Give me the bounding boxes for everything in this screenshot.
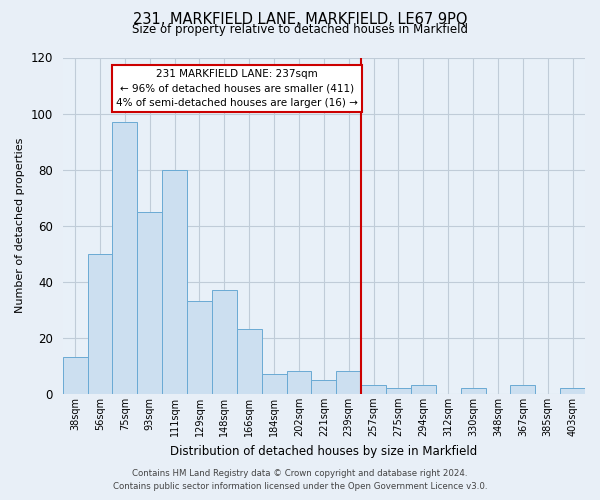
Bar xyxy=(262,374,287,394)
Bar xyxy=(187,302,212,394)
Bar xyxy=(411,386,436,394)
Bar xyxy=(112,122,137,394)
Bar xyxy=(336,372,361,394)
Text: 231, MARKFIELD LANE, MARKFIELD, LE67 9PQ: 231, MARKFIELD LANE, MARKFIELD, LE67 9PQ xyxy=(133,12,467,28)
Bar xyxy=(237,330,262,394)
Text: Size of property relative to detached houses in Markfield: Size of property relative to detached ho… xyxy=(132,22,468,36)
Bar xyxy=(212,290,237,394)
Bar xyxy=(88,254,112,394)
Bar xyxy=(361,386,386,394)
Bar xyxy=(287,372,311,394)
Bar xyxy=(386,388,411,394)
Bar xyxy=(511,386,535,394)
X-axis label: Distribution of detached houses by size in Markfield: Distribution of detached houses by size … xyxy=(170,444,478,458)
Y-axis label: Number of detached properties: Number of detached properties xyxy=(15,138,25,314)
Bar xyxy=(311,380,336,394)
Bar xyxy=(137,212,162,394)
Bar xyxy=(560,388,585,394)
Bar xyxy=(162,170,187,394)
Text: Contains HM Land Registry data © Crown copyright and database right 2024.
Contai: Contains HM Land Registry data © Crown c… xyxy=(113,470,487,491)
Bar xyxy=(62,358,88,394)
Text: 231 MARKFIELD LANE: 237sqm
← 96% of detached houses are smaller (411)
4% of semi: 231 MARKFIELD LANE: 237sqm ← 96% of deta… xyxy=(116,68,358,108)
Bar xyxy=(461,388,485,394)
